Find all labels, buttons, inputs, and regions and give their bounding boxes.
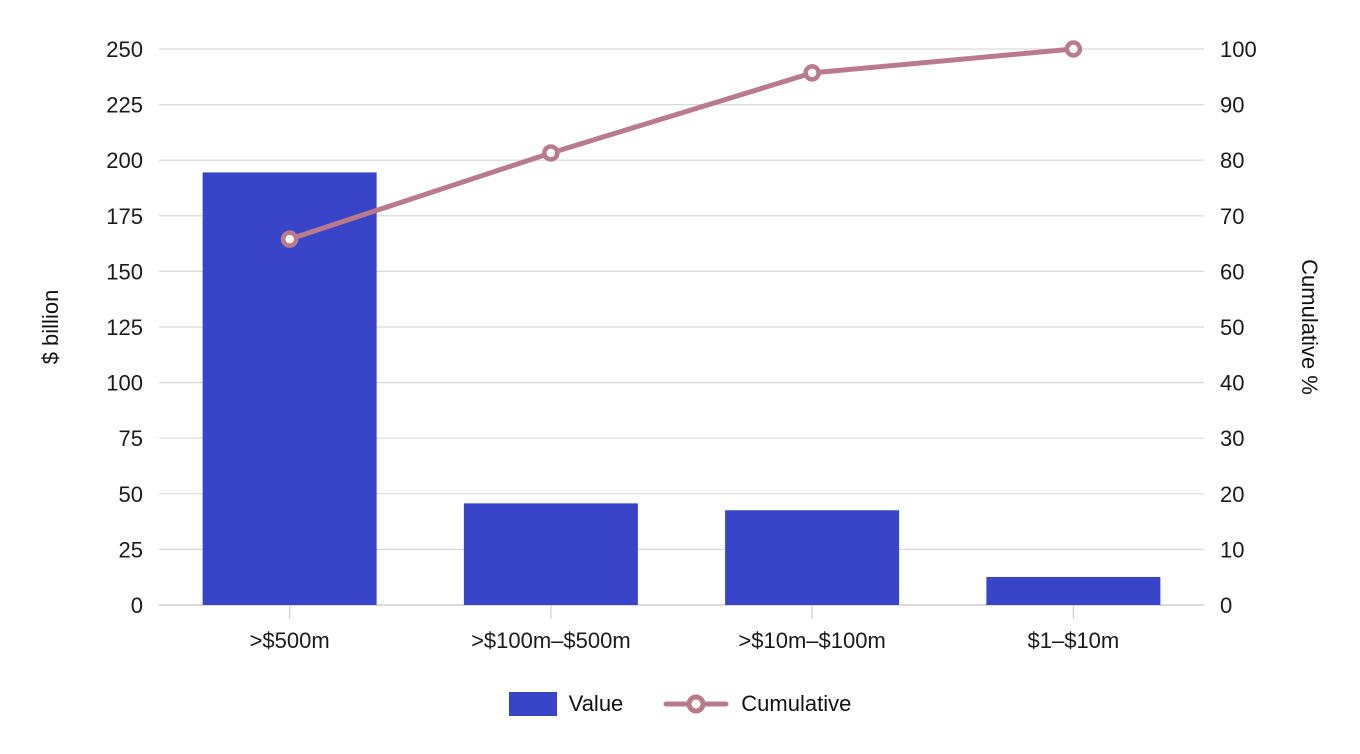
left-tick-label: 200 (106, 148, 143, 173)
left-tick-label: 0 (131, 593, 143, 618)
right-tick-label: 60 (1220, 259, 1244, 284)
legend-item-cumulative[interactable]: Cumulative (663, 691, 851, 717)
bar[interactable] (725, 510, 900, 605)
line-marker-swatch-icon (663, 694, 729, 714)
x-tick-label: >$500m (250, 628, 330, 653)
right-tick-label: 80 (1220, 148, 1244, 173)
left-tick-label: 150 (106, 259, 143, 284)
bar[interactable] (463, 503, 638, 605)
cumulative-point[interactable] (542, 144, 560, 162)
x-tick-label: >$10m–$100m (738, 628, 885, 653)
legend-label-cumulative: Cumulative (741, 691, 852, 716)
value-bars (202, 172, 1161, 605)
bar[interactable] (986, 576, 1161, 605)
left-tick-label: 50 (119, 482, 143, 507)
left-tick-label: 75 (119, 426, 143, 451)
right-tick-label: 70 (1220, 204, 1244, 229)
right-tick-label: 100 (1220, 37, 1257, 62)
cumulative-line (280, 40, 1083, 248)
right-tick-label: 0 (1220, 593, 1232, 618)
right-tick-label: 10 (1220, 537, 1244, 562)
left-axis-title: $ billion (38, 290, 63, 365)
left-tick-label: 225 (106, 93, 143, 118)
right-tick-label: 50 (1220, 315, 1244, 340)
legend-item-value[interactable]: Value (508, 691, 624, 717)
cumulative-point[interactable] (803, 64, 821, 82)
x-axis: >$500m >$100m–$500m >$10m–$100m $1–$10m (250, 605, 1120, 653)
cumulative-polyline (288, 46, 1074, 242)
cumulative-point[interactable] (1064, 40, 1083, 58)
left-tick-label: 250 (106, 37, 143, 62)
x-tick-label: >$100m–$500m (471, 628, 631, 653)
legend-label-value: Value (568, 691, 624, 716)
right-axis-title: Cumulative % (1297, 259, 1322, 395)
left-tick-label: 100 (106, 371, 143, 396)
left-tick-label: 25 (119, 537, 143, 562)
pareto-chart: >$500m >$100m–$500m >$10m–$100m $1–$10m 0 25… (38, 37, 1322, 653)
bar-swatch-icon (508, 692, 557, 716)
right-tick-label: 20 (1220, 482, 1244, 507)
right-tick-label: 90 (1220, 93, 1244, 118)
cumulative-point[interactable] (280, 230, 299, 248)
left-y-axis: 0 25 50 75 100 125 150 175 200 225 250 (106, 37, 143, 618)
left-tick-label: 125 (106, 315, 143, 340)
right-tick-label: 30 (1220, 426, 1244, 451)
legend: Value Cumulative (0, 684, 1360, 724)
right-y-axis: 0 10 20 30 40 50 60 70 80 90 100 (1220, 37, 1257, 618)
x-tick-label: $1–$10m (1028, 628, 1120, 653)
left-tick-label: 175 (106, 204, 143, 229)
right-tick-label: 40 (1220, 371, 1244, 396)
